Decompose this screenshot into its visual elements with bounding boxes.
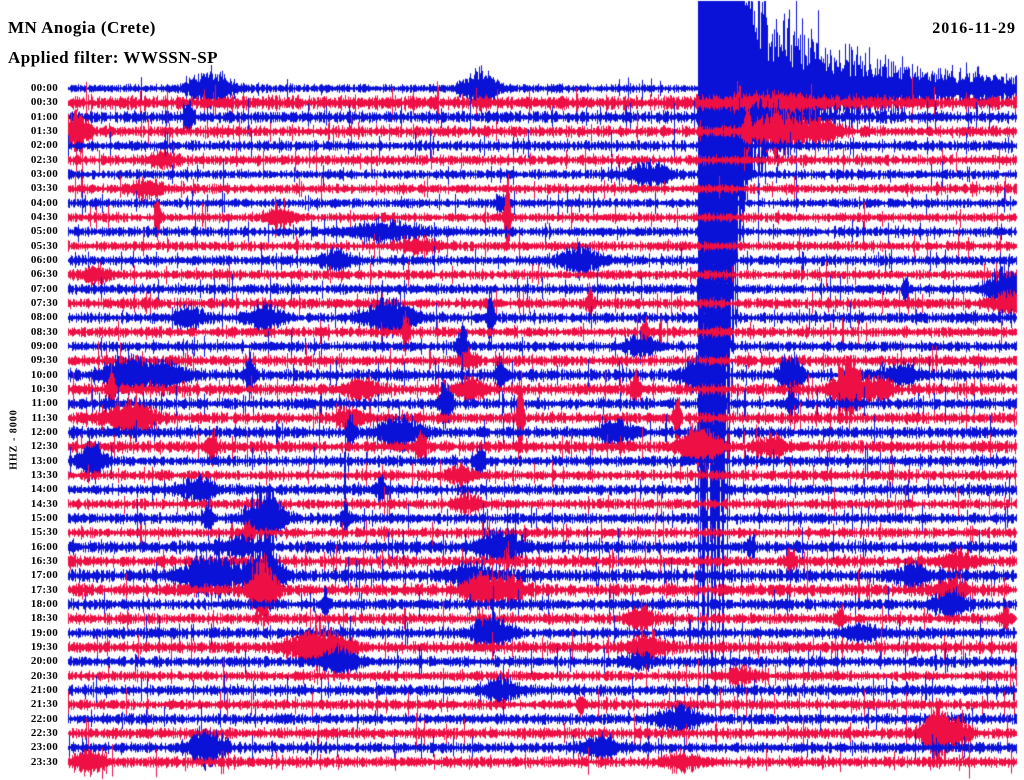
time-label: 09:30 — [30, 354, 58, 367]
time-label: 06:00 — [30, 253, 58, 266]
time-label: 15:00 — [30, 511, 58, 524]
station-title: MN Anogia (Crete) — [8, 18, 156, 37]
time-label: 12:30 — [30, 440, 58, 453]
time-label: 00:00 — [30, 82, 58, 94]
time-label: 10:30 — [30, 382, 58, 395]
time-label: 21:30 — [30, 698, 58, 711]
time-label: 01:00 — [30, 110, 58, 123]
time-label: 00:30 — [30, 96, 58, 109]
time-label: 14:30 — [30, 497, 58, 510]
date-label: 2016-11-29 — [932, 20, 1016, 37]
time-label: 08:00 — [30, 311, 58, 324]
time-label: 03:30 — [30, 182, 58, 195]
time-label: 11:30 — [31, 411, 58, 424]
time-label: 20:00 — [30, 655, 58, 668]
time-label: 13:30 — [30, 468, 58, 481]
time-label: 02:30 — [30, 153, 58, 166]
time-label: 10:00 — [30, 368, 58, 381]
time-label: 06:30 — [30, 268, 58, 281]
filter-label: Applied filter: WWSSN-SP — [8, 48, 219, 67]
time-label: 17:00 — [30, 569, 58, 582]
time-label: 14:00 — [30, 483, 58, 496]
time-label: 19:30 — [30, 640, 58, 653]
time-label: 05:00 — [30, 225, 58, 238]
time-label: 07:00 — [30, 282, 58, 295]
time-label: 04:00 — [30, 196, 58, 209]
time-label: 23:30 — [30, 755, 58, 768]
time-label: 15:30 — [30, 526, 58, 539]
time-label: 19:00 — [30, 626, 58, 639]
time-label: 23:00 — [30, 741, 58, 754]
time-label: 21:00 — [30, 683, 58, 696]
time-label: 03:00 — [30, 167, 58, 180]
time-label: 16:00 — [30, 540, 58, 553]
time-label: 22:00 — [30, 712, 58, 725]
time-label: 18:00 — [30, 597, 58, 610]
time-label: 01:30 — [30, 124, 58, 137]
time-label: 13:00 — [30, 454, 58, 467]
time-label: 22:30 — [30, 726, 58, 739]
time-label: 17:30 — [30, 583, 58, 596]
time-label: 02:00 — [30, 139, 58, 152]
time-label: 16:30 — [30, 554, 58, 567]
time-label: 04:30 — [30, 210, 58, 223]
time-label: 09:00 — [30, 339, 58, 352]
time-label: 18:30 — [30, 612, 58, 625]
time-label: 11:00 — [31, 397, 58, 410]
time-label: 05:30 — [30, 239, 58, 252]
time-label: 12:00 — [30, 425, 58, 438]
time-label: 20:30 — [30, 669, 58, 682]
time-label: 07:30 — [30, 296, 58, 309]
time-label: 08:30 — [30, 325, 58, 338]
